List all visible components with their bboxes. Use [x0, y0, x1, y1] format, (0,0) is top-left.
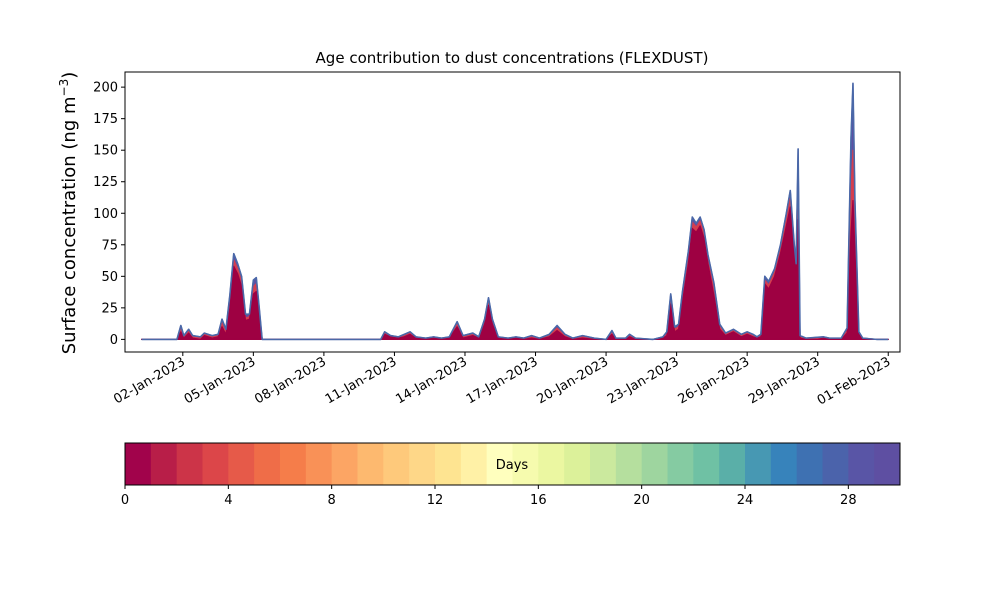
colorbar-segment [383, 443, 410, 485]
colorbar-segment [719, 443, 746, 485]
colorbar-segment [693, 443, 720, 485]
colorbar-tick-label: 28 [840, 493, 857, 508]
colorbar-segment [770, 443, 798, 485]
y-tick-label: 175 [93, 112, 118, 127]
x-tick-label: 05-Jan-2023 [182, 354, 259, 407]
colorbar-segment [176, 443, 203, 485]
colorbar-segment [435, 443, 462, 485]
x-axis: 02-Jan-202305-Jan-202308-Jan-202311-Jan-… [111, 352, 893, 408]
colorbar-segment [564, 443, 591, 485]
colorbar-segment [615, 443, 643, 485]
y-tick-label: 100 [93, 207, 118, 222]
colorbar-segment [202, 443, 229, 485]
colorbar-segment [460, 443, 488, 485]
x-tick-label: 14-Jan-2023 [393, 354, 470, 407]
colorbar-tick-label: 16 [530, 493, 547, 508]
y-tick-label: 200 [93, 81, 118, 96]
y-axis-label-main: Surface concentration (ng m [59, 96, 80, 354]
colorbar-tick-label: 4 [224, 493, 232, 508]
colorbar-segment [667, 443, 694, 485]
x-tick-label: 23-Jan-2023 [605, 354, 682, 407]
colorbar: 0 4 8 12 16 20 24 28 [121, 442, 901, 508]
y-tick-label: 150 [93, 144, 118, 159]
x-tick-label: 11-Jan-2023 [323, 354, 400, 407]
colorbar-tick-label: 8 [328, 493, 336, 508]
colorbar-segment [590, 443, 617, 485]
colorbar-segment [486, 443, 513, 485]
y-tick-label: 50 [101, 270, 118, 285]
x-tick-label: 01-Feb-2023 [815, 354, 894, 408]
plot-frame [124, 71, 901, 353]
colorbar-tick-label: 20 [633, 493, 650, 508]
x-tick-label: 02-Jan-2023 [111, 354, 188, 407]
colorbar-frame [124, 442, 901, 486]
colorbar-segment [822, 443, 849, 485]
colorbar-label: Days [496, 458, 529, 473]
area-series-group [141, 82, 889, 341]
colorbar-tick-label: 0 [121, 493, 129, 508]
x-tick-label: 29-Jan-2023 [746, 354, 823, 407]
area-series-age-0-1 [141, 200, 889, 340]
chart-title: Age contribution to dust concentrations … [316, 49, 709, 67]
y-tick-label: 75 [101, 238, 118, 253]
y-axis-label-close: ) [59, 72, 80, 79]
y-axis: 0 25 50 75 100 125 150 175 200 [93, 81, 125, 348]
x-tick-label: 20-Jan-2023 [534, 354, 611, 407]
colorbar-tick-label: 24 [737, 493, 754, 508]
y-axis-label: Surface concentration (ng m−3) [57, 72, 80, 355]
y-axis-label-superscript: −3 [57, 79, 71, 97]
y-tick-label: 25 [101, 301, 118, 316]
colorbar-segment [150, 443, 178, 485]
y-tick-label: 0 [110, 333, 118, 348]
colorbar-segment [228, 443, 255, 485]
colorbar-segment [745, 443, 772, 485]
x-tick-label: 08-Jan-2023 [252, 354, 329, 407]
x-tick-label: 17-Jan-2023 [464, 354, 541, 407]
total-outline-line [141, 82, 889, 341]
colorbar-segment [848, 443, 875, 485]
colorbar-segment [254, 443, 281, 485]
colorbar-segment [280, 443, 307, 485]
colorbar-segment [538, 443, 565, 485]
colorbar-segment [874, 443, 901, 485]
colorbar-segment [409, 443, 436, 485]
colorbar-segment [331, 443, 358, 485]
x-tick-label: 26-Jan-2023 [676, 354, 753, 407]
colorbar-segment [796, 443, 823, 485]
colorbar-segment [512, 443, 539, 485]
colorbar-segment [305, 443, 333, 485]
colorbar-segment [125, 443, 152, 485]
colorbar-tick-label: 12 [427, 493, 444, 508]
colorbar-segment [641, 443, 668, 485]
y-tick-label: 125 [93, 175, 118, 190]
colorbar-segment [357, 443, 384, 485]
